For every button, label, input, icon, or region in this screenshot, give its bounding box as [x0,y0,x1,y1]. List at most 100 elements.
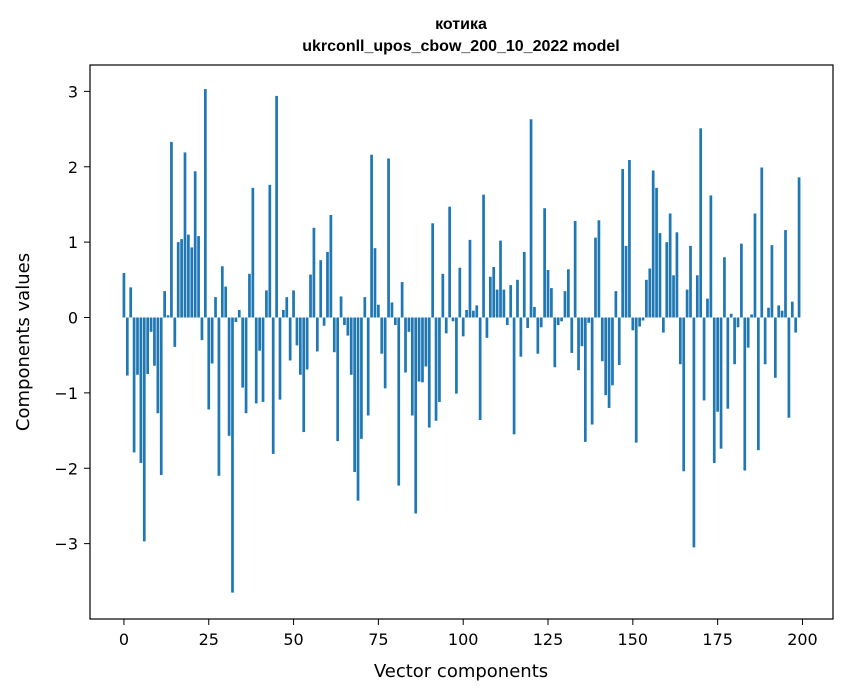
bar-120 [529,119,533,318]
bar-153 [641,317,645,321]
bar-165 [682,317,686,472]
bar-110 [495,289,499,318]
bar-103 [472,310,475,318]
x-axis-label: Vector components [374,661,548,682]
bar-66 [346,317,350,336]
bar-54 [305,317,309,370]
bar-144 [611,317,614,386]
bar-170 [699,128,703,318]
bar-181 [736,317,740,328]
bar-199 [797,177,801,318]
bar-171 [702,317,706,401]
y-tick-label: 0 [68,309,78,328]
bar-7 [146,317,150,375]
bar-135 [580,317,584,347]
bar-35 [241,317,245,388]
bar-43 [268,184,272,318]
bar-155 [648,268,652,318]
bar-190 [767,307,770,318]
bar-187 [757,317,760,451]
chart-title-line-1: котика [435,16,487,33]
bar-142 [604,317,608,396]
bar-30 [224,286,228,318]
bar-140 [597,220,601,318]
bar-183 [743,317,747,471]
bar-130 [563,291,567,318]
y-axis-ticks: −3 −2 −1 0 1 2 3 [54,82,90,554]
bar-198 [794,317,798,333]
bar-88 [421,317,424,383]
bar-186 [753,213,757,318]
bar-32 [231,317,234,593]
bar-179 [729,313,733,318]
bar-173 [709,195,713,318]
bar-15 [173,317,177,347]
bar-67 [349,317,353,375]
y-tick-label: 1 [68,233,78,252]
bar-44 [271,317,275,454]
bar-53 [302,317,306,433]
bar-51 [295,317,299,346]
bar-74 [373,248,377,318]
bar-59 [322,317,326,326]
bar-22 [197,236,200,318]
bar-185 [750,314,753,318]
bar-136 [583,317,587,442]
bar-1 [125,317,129,376]
bar-117 [519,317,523,357]
bar-115 [512,317,516,435]
bar-52 [298,317,302,375]
bar-192 [773,317,777,378]
bar-49 [288,317,292,361]
bar-191 [770,245,774,318]
bar-141 [600,317,604,362]
bar-159 [662,317,665,333]
bar-162 [672,275,675,318]
bar-96 [448,206,451,318]
bar-133 [573,221,577,318]
bar-60 [326,251,329,318]
bar-42 [265,290,268,318]
bar-26 [210,317,214,364]
bar-39 [254,317,258,404]
bar-195 [784,230,787,318]
bar-145 [614,291,618,318]
bar-14 [170,141,173,318]
bar-73 [370,154,373,318]
bar-147 [621,169,625,318]
bar-196 [787,317,791,418]
bar-48 [285,297,289,318]
bar-102 [468,239,472,318]
bar-182 [740,243,743,318]
bar-90 [427,317,431,428]
bar-175 [716,317,719,412]
bar-68 [353,317,356,473]
bar-65 [343,317,346,326]
bar-154 [645,279,648,318]
bar-63 [336,317,340,442]
bar-164 [678,317,682,365]
bar-24 [203,89,207,318]
bar-124 [543,208,546,318]
bar-33 [234,317,238,323]
bar-81 [397,317,401,486]
bar-78 [387,158,390,318]
bar-176 [719,317,723,449]
y-axis-label: Components values [13,253,34,431]
bar-57 [315,317,319,352]
bar-18 [183,152,187,318]
bar-160 [665,242,669,318]
bar-34 [237,309,241,318]
bar-121 [533,306,536,318]
plot-frame [89,64,834,620]
bar-76 [380,317,384,354]
bar-8 [149,317,153,332]
bar-61 [329,214,333,318]
bar-12 [163,291,166,318]
bar-148 [624,245,628,318]
bar-134 [577,317,580,371]
bar-109 [492,267,496,318]
bars-group [122,89,801,593]
x-tick-label: 150 [618,630,649,649]
